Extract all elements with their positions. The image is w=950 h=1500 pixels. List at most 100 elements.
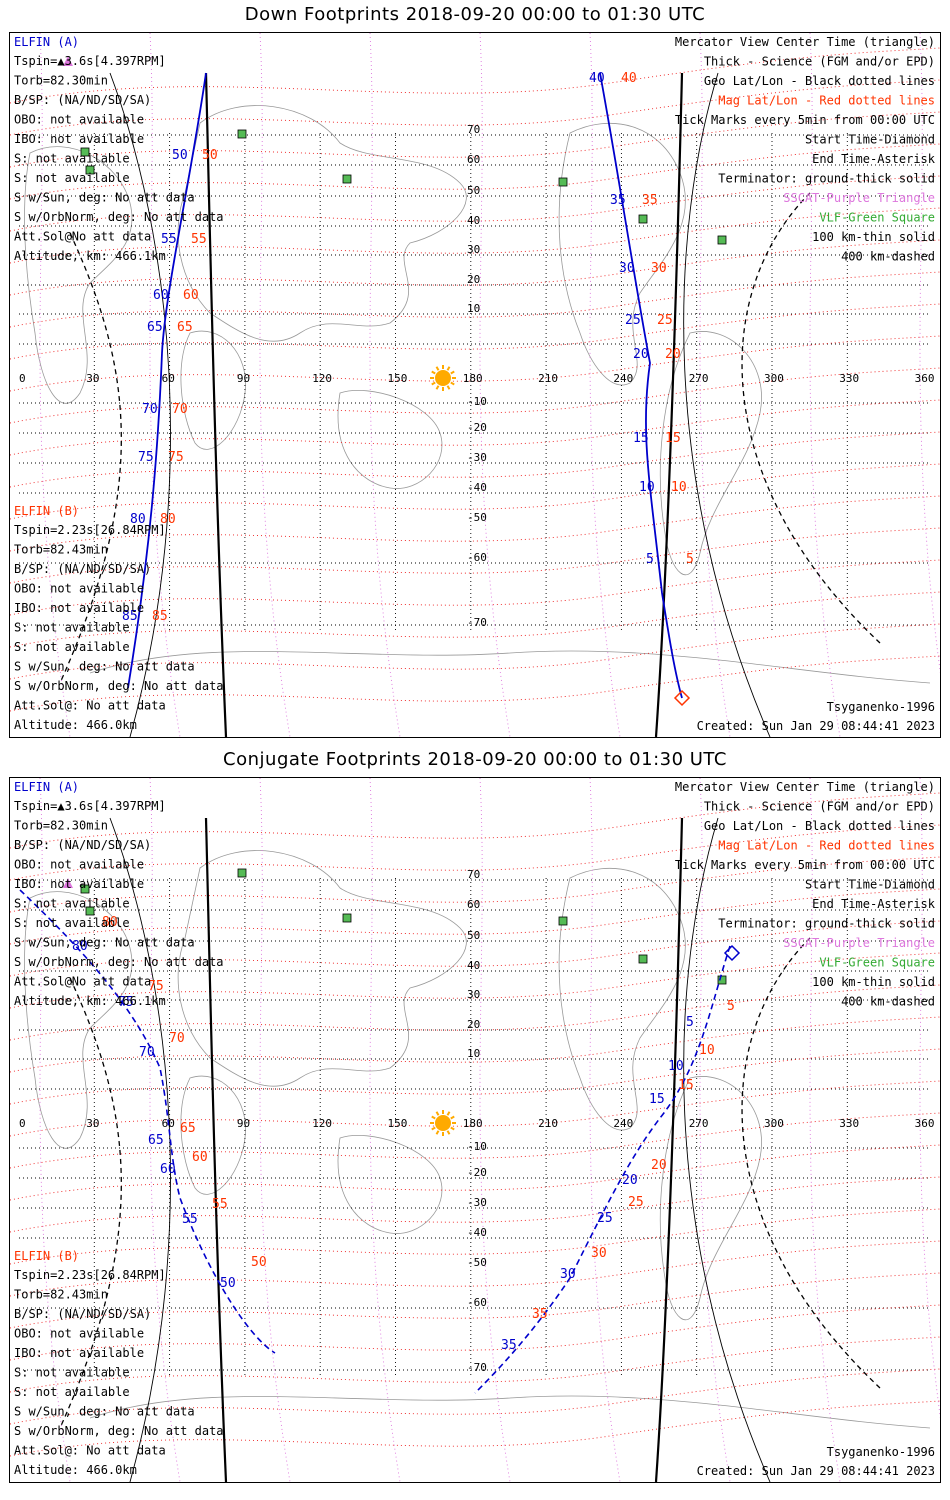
mag-parallel [10, 111, 940, 168]
vlf-station-icon [717, 235, 727, 245]
lat-label: 50 [467, 184, 480, 197]
coastline [180, 1075, 246, 1195]
lat-label: -60 [467, 551, 487, 564]
legend-item: Geo Lat/Lon - Black dotted lines [704, 819, 935, 833]
mag-parallel [10, 495, 940, 552]
panel-title: Down Footprints 2018-09-20 00:00 to 01:3… [244, 4, 706, 25]
track-tick-label: 55 [161, 232, 177, 247]
info-line: S w/OrbNorm, deg: No att data [14, 210, 224, 224]
mag-parallel [10, 1144, 940, 1201]
lon-label: 330 [839, 1117, 859, 1130]
legend-item: VLF-Green Square [819, 211, 935, 225]
model-label: Tsyganenko-1996 [827, 1445, 935, 1459]
mag-parallel [10, 655, 940, 712]
vlf-station-icon [342, 174, 352, 184]
lon-label: 150 [388, 372, 408, 385]
lon-label: 90 [237, 1117, 250, 1130]
info-line: B/SP: (NA/ND/SD/SA) [14, 562, 151, 576]
lon-label: 30 [86, 372, 99, 385]
track-tick-label-mag: 55 [191, 232, 207, 247]
terminator-400km [59, 977, 122, 1429]
lat-label: 40 [467, 214, 480, 227]
lat-label: -70 [467, 616, 487, 629]
lat-label: 60 [467, 898, 480, 911]
mag-parallel [10, 239, 940, 296]
lon-label: 120 [312, 372, 332, 385]
info-line: S: not available [14, 152, 130, 166]
legend-item: Mag Lat/Lon - Red dotted lines [718, 94, 935, 108]
mag-parallel [10, 143, 940, 200]
info-line: IBO: not available [14, 132, 144, 146]
info-line: Att.Sol@No att data [14, 230, 151, 244]
terminator-ground [654, 817, 684, 1482]
info-line: B/SP: (NA/ND/SD/SA) [14, 1307, 151, 1321]
info-line: Att.Sol@: No att data [14, 1444, 166, 1458]
lon-label: 300 [764, 372, 784, 385]
lat-label: 70 [467, 123, 480, 136]
vlf-station-icon [342, 913, 352, 923]
info-line: S: not available [14, 1385, 130, 1399]
track-tick-label: 70 [139, 1045, 155, 1060]
track-tick-label: 75 [138, 450, 154, 465]
lat-label: 40 [467, 959, 480, 972]
coastline [180, 330, 246, 450]
coastline [659, 1076, 762, 1321]
track-tick-label: 25 [597, 1211, 613, 1226]
info-line: OBO: not available [14, 858, 144, 872]
lat-label: 30 [467, 243, 480, 256]
mercator-map: 0 30 60 90 120 150 180 210 240 270 300 330 360 70 60 50… [10, 778, 940, 1482]
mag-parallel [10, 431, 940, 488]
mag-parallel [10, 367, 940, 424]
track-tick-label: 30 [619, 261, 635, 276]
lat-label: 60 [467, 153, 480, 166]
lat-label: 20 [467, 273, 480, 286]
info-line: S: not available [14, 1366, 130, 1380]
conjugate-footprints-panel: Conjugate Footprints 2018-09-20 00:00 to… [0, 745, 950, 1500]
mag-parallel [10, 335, 940, 392]
info-line: OBO: not available [14, 582, 144, 596]
info-line: S w/Sun, deg: No att data [14, 1405, 195, 1419]
sscat-triangle-icon [63, 56, 73, 66]
vlf-station-icon [85, 165, 95, 175]
vlf-station-icon [85, 906, 95, 916]
track-tick-label-mag: 65 [180, 1121, 196, 1136]
mag-parallel [10, 623, 940, 680]
vlf-station-icon [80, 884, 90, 894]
legend-item: Terminator: ground-thick solid [718, 917, 935, 931]
elfin-b-track [474, 945, 731, 1394]
created-label: Created: Sun Jan 29 08:44:41 2023 [697, 719, 935, 733]
lat-label: 30 [467, 988, 480, 1001]
mag-parallel [10, 559, 940, 616]
track-tick-label-mag: 85 [152, 609, 168, 624]
track-tick-label-mag: 20 [651, 1158, 667, 1173]
mag-meridian [479, 33, 511, 737]
info-line: S w/OrbNorm, deg: No att data [14, 679, 224, 693]
mag-meridian [149, 33, 181, 737]
legend-item: End Time-Asterisk [812, 152, 936, 166]
lon-label: 0 [19, 1117, 26, 1130]
legend-item: 100 km-thin solid [812, 975, 935, 989]
lat-label: -60 [467, 1296, 487, 1309]
track-tick-label-mag: 5 [727, 999, 735, 1014]
lon-label: 240 [613, 372, 633, 385]
track-tick-label: 80 [130, 512, 146, 527]
mag-parallel [10, 1304, 940, 1361]
track-tick-label: 60 [153, 288, 169, 303]
lat-label: -10 [467, 395, 487, 408]
info-line: S: not available [14, 621, 130, 635]
vlf-station-icon [558, 916, 568, 926]
mag-parallel [10, 1112, 940, 1169]
lon-label: 210 [538, 372, 558, 385]
track-tick-label: 50 [172, 148, 188, 163]
elfin-a-label: ELFIN (A) [14, 780, 79, 794]
terminator-ground [204, 72, 228, 737]
lat-label: -10 [467, 1140, 487, 1153]
coastline [24, 891, 133, 1149]
lat-label: -50 [467, 511, 487, 524]
lat-label: -40 [467, 481, 487, 494]
track-tick-label: 5 [686, 1015, 694, 1030]
elfin-a-track [127, 72, 207, 689]
info-line: Torb=82.43min [14, 543, 108, 557]
mag-parallel [10, 175, 940, 232]
lon-label: 240 [613, 1117, 633, 1130]
